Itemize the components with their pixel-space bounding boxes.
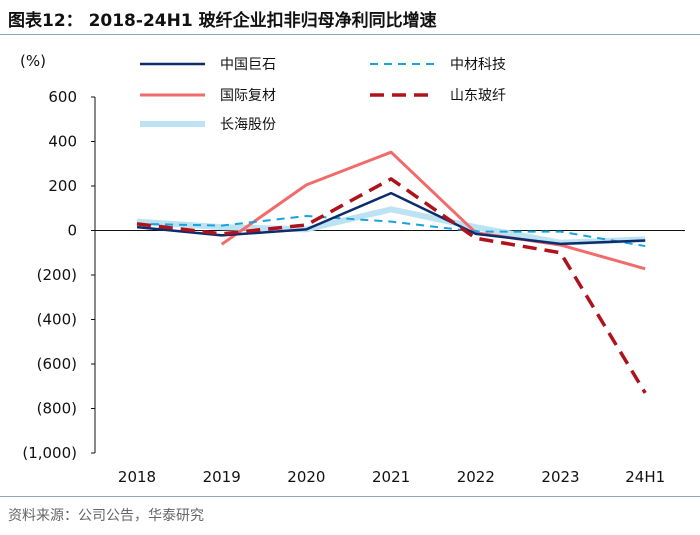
axes: (%)600 400 200 0 (200) (400) (600) (800) (1,000)… <box>20 52 685 486</box>
y-tick-label: (400) <box>37 311 77 329</box>
legend-label-5: 长海股份 <box>220 117 276 133</box>
chart-title: 图表12： 2018-24H1 玻纤企业扣非归母净利同比增速 <box>8 11 437 31</box>
series-line-2 <box>136 215 646 248</box>
line-chart: (%)600 400 200 0 (200) (400) (600) (800) (1,000)… <box>20 52 685 486</box>
y-tick-label: 200 <box>48 177 77 195</box>
y-tick-label: (1,000) <box>22 444 77 462</box>
series-line-1 <box>136 191 646 246</box>
legend-label-1: 中国巨石 <box>220 57 276 73</box>
y-tick-label: (600) <box>37 355 77 373</box>
y-tick-label: (800) <box>37 400 77 418</box>
x-tick-label: 2019 <box>203 468 241 486</box>
x-tick-label: 2022 <box>457 468 495 486</box>
series-line-4 <box>136 177 647 394</box>
x-tick-label: 2021 <box>372 468 410 486</box>
source-note: 资料来源：公司公告，华泰研究 <box>8 508 204 524</box>
series-layer <box>136 150 647 394</box>
x-tick-label: 2018 <box>118 468 156 486</box>
title-divider <box>0 34 700 35</box>
x-tick-label: 24H1 <box>625 468 665 486</box>
legend-label-3: 国际复材 <box>220 87 276 104</box>
series-line-3 <box>220 150 646 271</box>
y-tick-label: 600 <box>48 88 77 106</box>
legend-label-4: 山东玻纤 <box>450 88 506 104</box>
x-tick-label: 2020 <box>287 468 325 486</box>
y-tick-label: 400 <box>48 133 77 151</box>
y-unit-label: (%) <box>20 52 46 70</box>
y-tick-label: 0 <box>67 222 77 240</box>
legend-label-2: 中材科技 <box>450 57 506 73</box>
x-tick-label: 2023 <box>541 468 579 486</box>
source-divider <box>0 496 700 497</box>
y-tick-label: (200) <box>37 266 77 284</box>
